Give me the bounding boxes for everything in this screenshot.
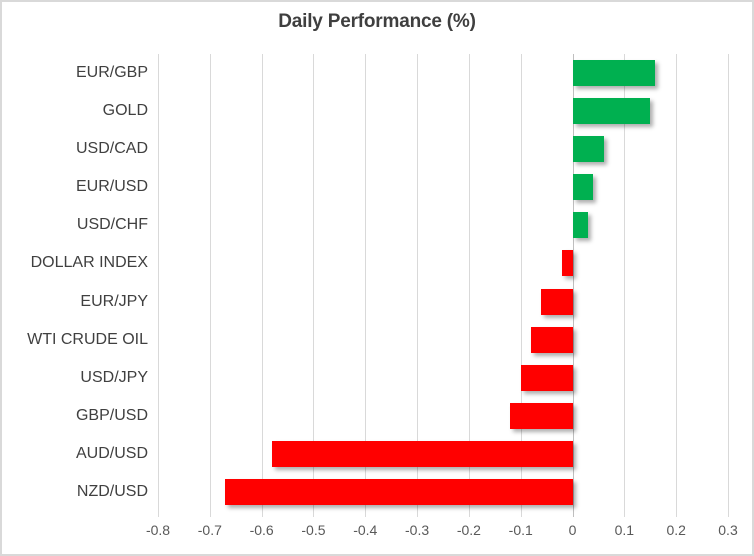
bar-eur-gbp xyxy=(572,60,656,87)
gridline xyxy=(417,54,419,517)
bar-eur-jpy xyxy=(541,288,573,315)
x-tick-label: -0.2 xyxy=(456,522,481,538)
gridline xyxy=(261,54,263,517)
category-label: USD/JPY xyxy=(80,368,148,386)
category-label: EUR/GBP xyxy=(75,64,148,82)
x-tick-label: -0.1 xyxy=(508,522,533,538)
category-label: EUR/USD xyxy=(75,178,148,196)
bar-eur-usd xyxy=(572,174,594,201)
gridline xyxy=(728,54,729,517)
category-label: NZD/USD xyxy=(76,482,148,500)
bar-wti-crude-oil xyxy=(531,326,573,353)
x-tick-label: -0.5 xyxy=(301,522,326,538)
bar-gbp-usd xyxy=(510,402,573,429)
x-tick-label: -0.8 xyxy=(145,522,171,538)
x-tick-label: -0.7 xyxy=(197,522,222,538)
category-label: USD/CHF xyxy=(76,216,148,234)
category-label: GOLD xyxy=(102,102,148,120)
category-label: EUR/JPY xyxy=(80,292,148,310)
x-tick-label: 0.1 xyxy=(614,522,635,538)
category-label: GBP/USD xyxy=(75,406,148,424)
bar-usd-cad xyxy=(572,136,604,163)
gridline xyxy=(313,54,315,517)
value-axis: -0.8 -0.7 -0.6 -0.5 -0.4 -0.3 -0.2 -0.1 0 0.1 0.2 0… xyxy=(146,519,738,543)
bar-aud-usd xyxy=(272,440,573,467)
plot-area xyxy=(158,54,729,517)
gridline xyxy=(365,54,367,517)
bar-gold xyxy=(572,98,651,125)
zero-axis-line xyxy=(572,54,574,517)
x-tick-label: 0.2 xyxy=(666,522,686,538)
category-label: USD/CAD xyxy=(75,140,148,158)
gridline xyxy=(468,54,470,517)
bar-usd-chf xyxy=(572,212,589,239)
gridline xyxy=(158,54,159,517)
category-label: AUD/USD xyxy=(75,444,148,462)
x-tick-label: 0.3 xyxy=(718,522,738,538)
chart-title: Daily Performance (%) xyxy=(278,11,476,32)
gridline xyxy=(624,54,626,517)
category-axis: EUR/GBP GOLD USD/CAD EUR/USD USD/CHF DOLLAR I… xyxy=(2,54,148,511)
bar-usd-jpy xyxy=(520,364,573,391)
bar-nzd-usd xyxy=(225,478,573,505)
x-tick-label: -0.3 xyxy=(405,522,430,538)
category-label: WTI CRUDE OIL xyxy=(27,330,148,348)
bar-dollar-index xyxy=(562,250,573,277)
gridline xyxy=(209,54,211,517)
gridline xyxy=(520,54,522,517)
x-tick-label: -0.6 xyxy=(249,522,274,538)
x-tick-label: -0.4 xyxy=(353,522,378,538)
category-label: DOLLAR INDEX xyxy=(30,254,148,272)
gridline xyxy=(676,54,678,517)
x-tick-label: 0 xyxy=(568,522,577,538)
